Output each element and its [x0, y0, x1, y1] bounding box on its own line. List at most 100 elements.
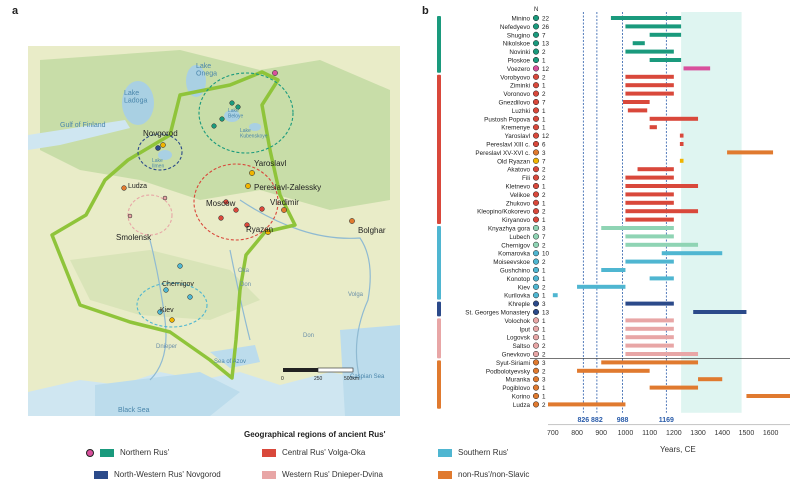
site-iput — [162, 195, 168, 201]
site-n-label: 2 — [542, 259, 546, 266]
site-muranka — [281, 207, 287, 213]
site-name-label: Pereslavl XV-XVI c. — [475, 150, 530, 157]
site-n-label: 2 — [542, 209, 546, 216]
site-name-label: Kleopino/Kokorevo — [477, 209, 530, 216]
site-range-bar — [625, 24, 682, 29]
label-yaroslavl: Yaroslavl — [254, 159, 287, 168]
site-name-label: Kletnevo — [505, 184, 530, 191]
x-tick-label: 1500 — [739, 430, 755, 437]
site-name-label: Pustosh Popova — [484, 116, 530, 123]
site-volochok — [127, 213, 133, 219]
site-syut-siriami — [349, 218, 355, 224]
site-name-label: Ziminki — [510, 83, 530, 90]
region-southern — [136, 282, 208, 328]
site-name-label: Lubech — [509, 234, 530, 241]
site-marker — [532, 233, 540, 240]
site-n-label: 3 — [542, 377, 546, 384]
region-northern — [198, 72, 294, 154]
site-n-label: 2 — [542, 242, 546, 249]
site-n-label: 2 — [542, 49, 546, 56]
site-name-label: Nikolskoe — [503, 41, 531, 48]
site-n-label: 26 — [542, 24, 550, 31]
reference-line-label: 882 — [591, 417, 603, 424]
site-name-label: Korino — [512, 394, 531, 401]
site-range-bar — [601, 226, 674, 230]
site-n-label: 1 — [542, 268, 546, 275]
region-side-bar — [437, 226, 441, 300]
reference-line-label: 988 — [617, 417, 629, 424]
map-city-labels: Novgorod Ludza Yaroslavl Pereslavl-Zales… — [116, 129, 386, 314]
site-konotop — [177, 263, 183, 269]
label-ilmen: Lake Ilmen — [152, 158, 164, 169]
lake-beloye — [224, 110, 240, 122]
site-n-label: 1 — [542, 394, 546, 401]
site-marker — [532, 376, 540, 383]
site-marker — [532, 258, 540, 265]
site-marker — [532, 359, 540, 366]
label-bolghar: Bolghar — [358, 226, 386, 235]
site-range-bar — [577, 368, 650, 373]
site-range-bar — [625, 184, 699, 188]
site-old-ryazan — [265, 229, 271, 235]
site-range-bar — [625, 49, 674, 54]
site-range-bar — [632, 41, 645, 46]
site-marker — [532, 115, 540, 122]
scale-250: 250 — [314, 376, 323, 382]
label-ludza: Ludza — [128, 183, 147, 190]
site-range-bar — [601, 360, 699, 365]
site-yaroslavl — [249, 170, 255, 176]
site-name-label: Komarovka — [498, 251, 530, 258]
site-range-bar — [548, 402, 626, 407]
site-n-label: 2 — [542, 167, 546, 174]
site-n-label: 1 — [542, 217, 546, 224]
site-name-label: Minino — [511, 16, 530, 23]
n-column-header: N — [534, 7, 538, 13]
site-name-label: Yaroslavl — [505, 133, 530, 140]
x-tick-label: 1400 — [714, 430, 730, 437]
black-sea-shape — [95, 372, 240, 416]
site-marker — [532, 14, 540, 22]
site-range-bar — [693, 310, 747, 314]
site-komarovka — [187, 294, 193, 300]
site-marker — [532, 56, 540, 64]
site-n-label: 7 — [542, 100, 546, 107]
label-black-sea: Black Sea — [118, 407, 150, 414]
label-kiev: Kiev — [160, 307, 174, 314]
site-range-bar — [649, 58, 682, 62]
site-pereslavl — [245, 183, 251, 189]
site-n-label: 12 — [542, 133, 550, 140]
site-name-label: Syut-Siriami — [496, 360, 530, 367]
site-n-label: 1 — [542, 200, 546, 207]
site-marker — [532, 224, 540, 232]
site-n-label: 1 — [542, 276, 546, 283]
site-marker — [532, 48, 540, 55]
site-range-bar — [649, 32, 682, 37]
site-marker — [532, 250, 540, 257]
map-scale-bar: 0 250 500km — [281, 367, 359, 382]
site-range-bar — [625, 234, 674, 239]
site-range-bar — [625, 209, 699, 214]
site-marker — [532, 199, 540, 206]
site-range-bar — [625, 83, 674, 88]
site-range-bar — [610, 16, 682, 20]
site-marker — [532, 166, 540, 173]
site-n-label: 6 — [542, 142, 546, 149]
site-marker — [532, 325, 540, 332]
site-range-bar — [625, 91, 674, 96]
x-tick-label: 700 — [547, 430, 559, 437]
site-name-label: Pereslavl XIII c. — [486, 142, 530, 149]
site-marker — [532, 283, 540, 290]
label-kubenskoye: Lake Kubenskoye — [240, 128, 268, 139]
scale-0: 0 — [281, 376, 284, 382]
map-water-labels: Lake Ladoga Lake Onega Gulf of Finland Lak… — [60, 63, 385, 414]
lake-ilmen — [158, 150, 172, 160]
site-name-label: Shugino — [507, 32, 531, 39]
site-n-label: 3 — [542, 360, 546, 367]
site-range-bar — [577, 284, 626, 289]
site-marker — [532, 317, 540, 324]
label-dnieper: Dnieper — [156, 344, 177, 350]
site-marker — [532, 342, 540, 349]
site-marker — [532, 208, 540, 215]
site-range-bar — [649, 125, 657, 130]
